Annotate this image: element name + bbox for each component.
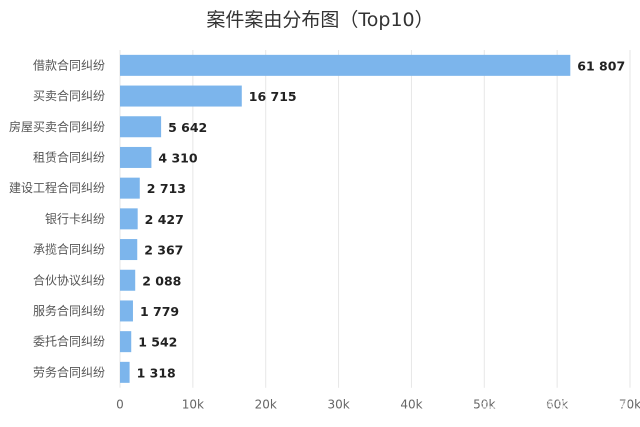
- category-label: 服务合同纠纷: [33, 303, 105, 318]
- bars: [120, 54, 571, 383]
- category-labels: 借款合同纠纷买卖合同纠纷房屋买卖合同纠纷租赁合同纠纷建设工程合同纠纷银行卡纠纷承…: [9, 57, 105, 379]
- category-label: 房屋买卖合同纠纷: [9, 119, 105, 134]
- value-label: 2 367: [144, 243, 183, 258]
- value-label: 4 310: [158, 150, 197, 165]
- chart-title: 案件案由分布图（Top10）: [206, 9, 433, 31]
- value-labels: 61 807 16 715 5 642 4 310 2 713 2 427 2 367 2 0…: [137, 58, 626, 380]
- x-tick-label: 30k: [327, 398, 349, 412]
- x-tick-label: 50k: [473, 398, 495, 412]
- bar: [120, 239, 138, 261]
- value-label: 1 318: [137, 365, 176, 380]
- x-tick-label: 60k: [546, 398, 568, 412]
- value-label: 16 715: [249, 89, 297, 104]
- bar: [120, 300, 133, 322]
- bar: [120, 85, 242, 107]
- category-label: 委托合同纠纷: [33, 334, 105, 349]
- value-label: 61 807: [577, 58, 625, 73]
- bar: [120, 177, 140, 199]
- category-label: 建设工程合同纠纷: [9, 180, 105, 195]
- bar: [120, 116, 162, 138]
- bar: [120, 146, 152, 168]
- value-label: 5 642: [168, 120, 207, 135]
- x-tick-label: 10k: [182, 398, 204, 412]
- category-label: 劳务合同纠纷: [33, 364, 105, 379]
- x-tick-label: 0: [116, 398, 124, 412]
- x-tick-label: 70k: [619, 398, 640, 412]
- category-label: 合伙协议纠纷: [33, 272, 105, 287]
- value-label: 2 427: [145, 212, 184, 227]
- x-tick-label: 40k: [400, 398, 422, 412]
- category-label: 租赁合同纠纷: [33, 149, 105, 164]
- value-label: 2 088: [142, 273, 181, 288]
- bar: [120, 331, 132, 353]
- bar: [120, 269, 136, 291]
- bar: [120, 208, 138, 230]
- watermark: 头条号 / 竞天法律资讯: [480, 398, 630, 416]
- category-label: 银行卡纠纷: [45, 212, 105, 226]
- bar: [120, 361, 130, 383]
- x-tick-label: 20k: [255, 398, 277, 412]
- category-label: 买卖合同纠纷: [33, 88, 105, 103]
- category-label: 承揽合同纠纷: [33, 242, 105, 257]
- x-axis-ticks: 0 10k 20k 30k 40k 50k 60k 70k: [116, 398, 640, 412]
- value-label: 1 779: [140, 304, 179, 319]
- bar: [120, 54, 571, 76]
- category-label: 借款合同纠纷: [33, 57, 105, 72]
- value-label: 1 542: [138, 335, 177, 350]
- value-label: 2 713: [147, 181, 186, 196]
